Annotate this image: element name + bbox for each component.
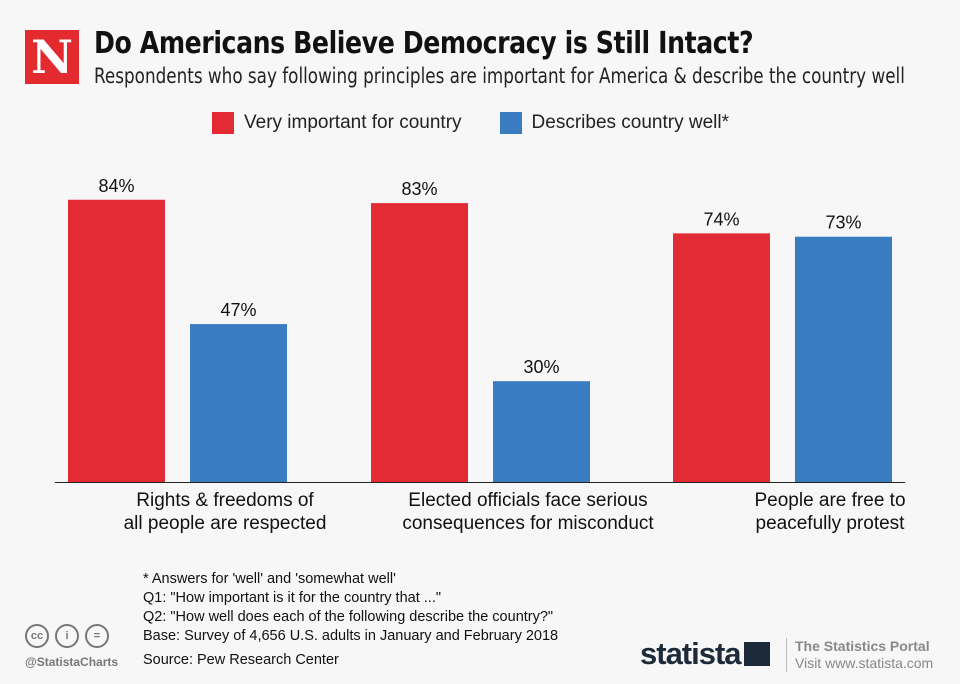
bar xyxy=(371,203,468,482)
data-label: 83% xyxy=(401,179,437,199)
category-label: Elected officials face serious consequenc… xyxy=(378,489,678,535)
legend-swatch-red xyxy=(212,112,234,134)
legend-label: Describes country well* xyxy=(531,112,730,133)
category-label-line: consequences for misconduct xyxy=(402,513,654,534)
legend-label: Very important for country xyxy=(244,112,462,133)
chart-subtitle: Respondents who say following principles… xyxy=(94,64,905,88)
legend: Very important for country Describes cou… xyxy=(212,112,729,134)
bar xyxy=(493,381,590,482)
footnote: Base: Survey of 4,656 U.S. adults in Jan… xyxy=(143,628,559,644)
source: Source: Pew Research Center xyxy=(143,652,339,668)
twitter-handle: @StatistaCharts xyxy=(25,655,119,669)
bar xyxy=(795,236,892,482)
footnote: * Answers for 'well' and 'somewhat well' xyxy=(143,571,396,587)
data-label: 47% xyxy=(220,300,256,320)
category-label: Rights & freedoms of all people are respe… xyxy=(75,489,375,535)
no-derivatives-icon: = xyxy=(85,624,109,648)
bar xyxy=(673,233,770,482)
footnotes: * Answers for 'well' and 'somewhat well'… xyxy=(143,570,558,646)
chart-title: Do Americans Believe Democracy is Still … xyxy=(94,26,754,61)
data-label: 30% xyxy=(523,357,559,377)
category-label-line: Elected officials face serious xyxy=(408,490,648,511)
creative-commons-icons: cc i = xyxy=(25,624,109,648)
statista-portal[interactable]: The Statistics Portal Visit www.statista… xyxy=(786,638,933,672)
portal-url[interactable]: Visit www.statista.com xyxy=(795,655,934,671)
legend-item-describes: Describes country well* xyxy=(499,112,730,134)
footnote: Q2: "How well does each of the following… xyxy=(143,609,554,625)
data-label: 73% xyxy=(825,213,861,233)
category-label-line: peacefully protest xyxy=(755,513,905,534)
cc-icon: cc xyxy=(25,624,49,648)
category-label-line: People are free to xyxy=(754,490,906,511)
newsweek-logo: N xyxy=(25,30,79,84)
legend-swatch-blue xyxy=(499,112,522,134)
portal-title: The Statistics Portal xyxy=(795,638,930,654)
statista-mark-icon xyxy=(744,642,770,666)
bar xyxy=(68,199,165,482)
attribution-icon: i xyxy=(55,624,79,648)
footnote: Q1: "How important is it for the country… xyxy=(143,590,441,606)
category-label: People are free to peacefully protest xyxy=(680,489,960,535)
bar xyxy=(190,324,287,482)
data-label: 84% xyxy=(98,176,134,196)
data-label: 74% xyxy=(703,209,739,229)
category-label-line: Rights & freedoms of xyxy=(136,490,314,511)
statista-logo: statista xyxy=(640,636,742,671)
category-label-line: all people are respected xyxy=(123,513,327,534)
legend-item-important: Very important for country xyxy=(212,112,462,134)
